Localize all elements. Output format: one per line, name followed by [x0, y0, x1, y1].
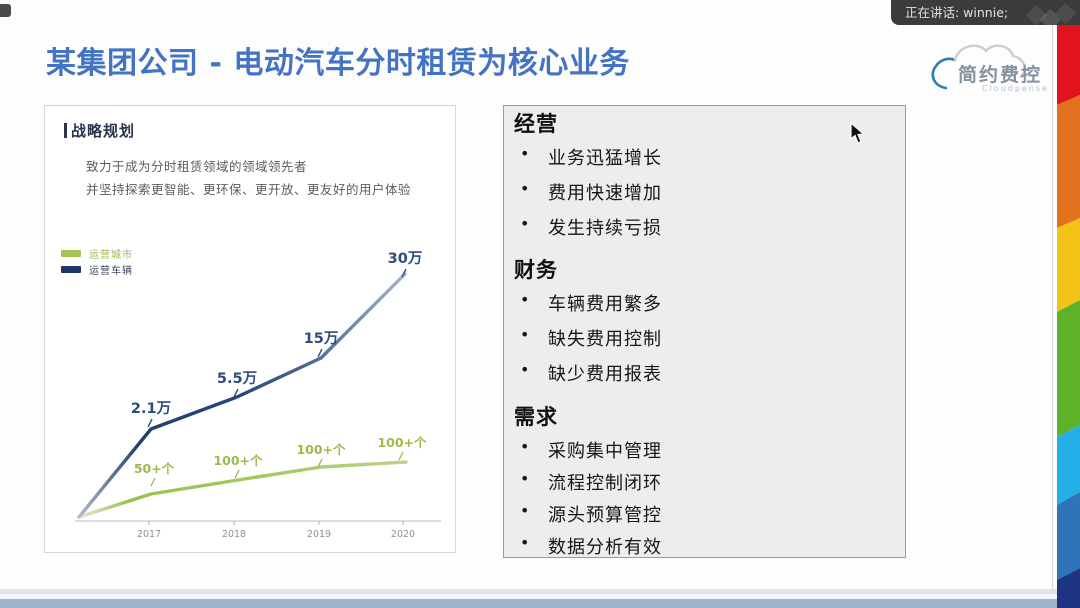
speaking-indicator-bar: 正在讲话: winnie;	[891, 0, 1080, 25]
growth-line-chart: 2017 2018 2019 2020 2.1万 5.5万 15万 30万 50+个 100+个 1…	[75, 250, 441, 540]
legend-label-vehicle: 运营车辆	[89, 265, 133, 277]
bullet-item: • 车辆费用繁多	[514, 290, 895, 316]
bullet-item: • 发生持续亏损	[514, 214, 895, 240]
svg-text:2020: 2020	[391, 529, 415, 540]
section-title: 经营	[514, 112, 558, 136]
svg-text:2018: 2018	[222, 529, 246, 540]
section-title: 财务	[514, 258, 558, 282]
svg-text:50+个: 50+个	[134, 461, 175, 476]
summary-panel: 经营 • 业务迅猛增长 • 费用快速增加 • 发生持续亏损 财务 • 车辆费用繁多 • 缺…	[503, 105, 906, 558]
bullet-dot: •	[520, 179, 531, 198]
bottom-divider-white	[0, 594, 1057, 599]
bullet-dot: •	[520, 144, 531, 163]
bullet-item: • 数据分析有效	[514, 533, 895, 559]
bullet-dot: •	[520, 360, 531, 379]
bullet-dot: •	[520, 437, 531, 456]
bullet-dot: •	[520, 325, 531, 344]
strategy-desc-line1: 致力于成为分时租赁领域的领域领先者	[86, 159, 308, 174]
section-operations: 经营 • 业务迅猛增长 • 费用快速增加 • 发生持续亏损	[514, 108, 895, 249]
bottom-divider-light	[0, 589, 1057, 594]
bullet-item: • 源头预算管控	[514, 501, 895, 527]
legend-label-city: 运营城市	[89, 249, 133, 261]
bullet-item: • 业务迅猛增长	[514, 144, 895, 170]
color-ribbon	[1057, 22, 1080, 608]
legend-item-vehicle: 运营车辆	[61, 261, 133, 277]
bullet-dot: •	[520, 501, 531, 520]
corner-artifact	[0, 4, 11, 17]
cloud-icon	[931, 44, 1026, 90]
bullet-dot: •	[520, 533, 531, 552]
svg-text:2.1万: 2.1万	[131, 400, 171, 417]
bullet-item: • 采购集中管理	[514, 437, 895, 463]
svg-text:100+个: 100+个	[213, 453, 263, 468]
legend-swatch-vehicle	[61, 265, 81, 273]
bullet-item: • 缺失费用控制	[514, 325, 895, 351]
strategy-panel: 战略规划 致力于成为分时租赁领域的领域领先者 并坚持探索更智能、更环保、更开放、…	[44, 105, 456, 553]
logo-name-en: Cloudpense	[982, 84, 1050, 93]
legend-swatch-city	[61, 249, 81, 257]
svg-text:30万: 30万	[388, 250, 423, 267]
logo-name-cn: 简约费控	[958, 64, 1043, 86]
bullet-item: • 费用快速增加	[514, 179, 895, 205]
svg-text:5.5万: 5.5万	[217, 370, 257, 387]
mouse-cursor	[850, 122, 865, 144]
bullet-item: • 流程控制闭环	[514, 469, 895, 495]
svg-text:100+个: 100+个	[377, 435, 427, 450]
heading-bar	[64, 123, 67, 138]
bullet-dot: •	[520, 469, 531, 488]
slide-edge-line	[1052, 22, 1053, 592]
svg-text:100+个: 100+个	[296, 442, 346, 457]
bullet-dot: •	[520, 290, 531, 309]
chart-legend: 运营城市 运营车辆	[61, 245, 133, 277]
slide-title: 某集团公司 - 电动汽车分时租赁为核心业务	[46, 46, 630, 81]
svg-text:2017: 2017	[137, 529, 161, 540]
svg-text:15万: 15万	[304, 330, 339, 347]
brand-logo: 简约费控 Cloudpense	[926, 36, 1056, 100]
bullet-item: • 缺少费用报表	[514, 360, 895, 386]
strategy-heading: 战略规划	[64, 120, 135, 141]
strategy-heading-label: 战略规划	[71, 122, 136, 140]
section-title: 需求	[514, 405, 558, 429]
legend-item-city: 运营城市	[61, 245, 133, 261]
strategy-desc-line2: 并坚持探索更智能、更环保、更开放、更友好的用户体验	[86, 182, 412, 197]
section-finance: 财务 • 车辆费用繁多 • 缺失费用控制 • 缺少费用报表	[514, 254, 895, 395]
speaking-indicator-label: 正在讲话: winnie;	[905, 5, 1009, 20]
bullet-dot: •	[520, 214, 531, 233]
bottom-bar	[0, 599, 1057, 608]
svg-text:2019: 2019	[307, 529, 331, 540]
section-requirements: 需求 • 采购集中管理 • 流程控制闭环 • 源头预算管控 • 数据分析有效	[514, 401, 895, 565]
